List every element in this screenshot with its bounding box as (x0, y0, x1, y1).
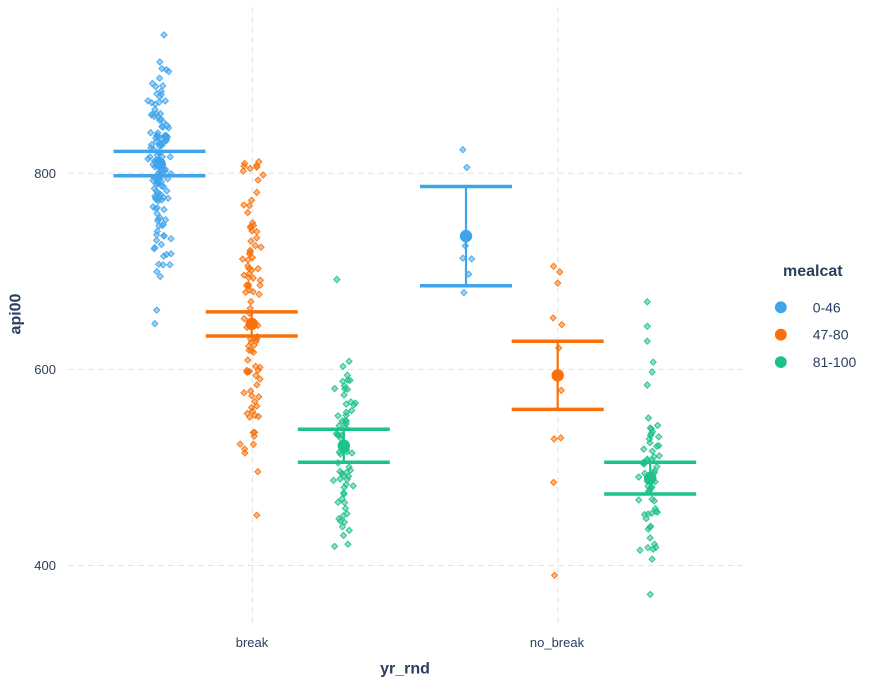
svg-text:47-80: 47-80 (813, 327, 849, 343)
svg-text:81-100: 81-100 (813, 354, 857, 370)
svg-text:api00: api00 (8, 293, 25, 334)
svg-text:800: 800 (34, 166, 56, 181)
svg-text:600: 600 (34, 362, 56, 377)
svg-text:0-46: 0-46 (813, 299, 841, 315)
svg-text:break: break (236, 635, 269, 650)
svg-text:yr_rnd: yr_rnd (380, 661, 430, 678)
svg-text:mealcat: mealcat (783, 263, 843, 280)
svg-text:no_break: no_break (530, 635, 585, 650)
svg-text:400: 400 (34, 558, 56, 573)
